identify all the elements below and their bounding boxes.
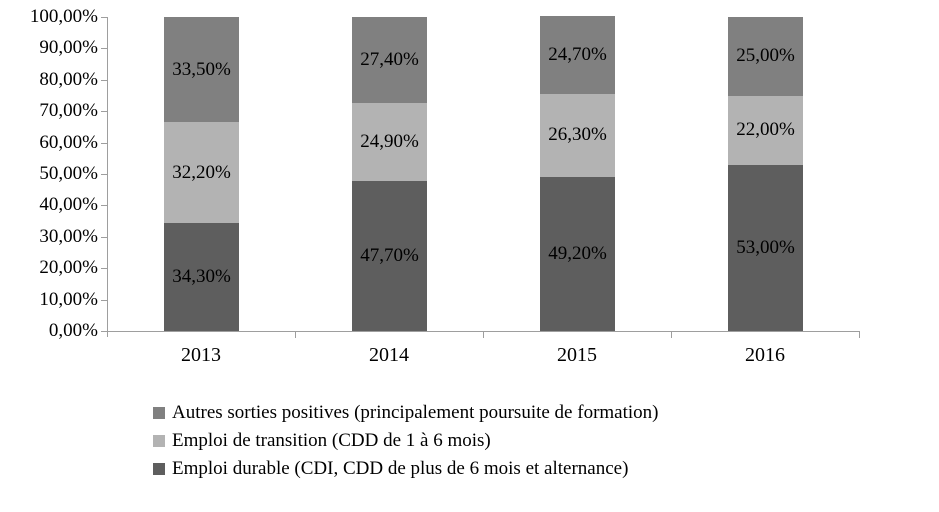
x-axis-category-label: 2016 bbox=[745, 344, 785, 366]
y-axis-tick-label: 50,00% bbox=[39, 163, 98, 184]
y-axis-tick bbox=[101, 268, 107, 269]
legend-row: Autres sorties positives (principalement… bbox=[153, 399, 659, 427]
bar-data-label: 26,30% bbox=[548, 124, 607, 146]
legend-swatch-icon bbox=[153, 407, 165, 419]
y-axis-tick bbox=[101, 80, 107, 81]
bar-data-label: 53,00% bbox=[736, 236, 795, 258]
x-axis-tick bbox=[483, 332, 484, 338]
bar-segment: 49,20% bbox=[540, 176, 615, 331]
legend-swatch-icon bbox=[153, 463, 165, 475]
bar-segment: 24,90% bbox=[352, 103, 427, 182]
y-axis-tick-label: 0,00% bbox=[48, 320, 98, 341]
bar-segment: 53,00% bbox=[728, 164, 803, 331]
x-axis-tick bbox=[671, 332, 672, 338]
bar-segment: 26,30% bbox=[540, 93, 615, 177]
y-axis-tick bbox=[101, 143, 107, 144]
x-axis-category-label: 2014 bbox=[369, 344, 409, 366]
legend-row: Emploi durable (CDI, CDD de plus de 6 mo… bbox=[153, 455, 659, 483]
bar-data-label: 22,00% bbox=[736, 119, 795, 141]
legend-label: Emploi durable (CDI, CDD de plus de 6 mo… bbox=[172, 458, 629, 479]
y-axis-tick-label: 40,00% bbox=[39, 194, 98, 215]
x-axis-category-label: 2013 bbox=[181, 344, 221, 366]
legend-row: Emploi de transition (CDD de 1 à 6 mois) bbox=[153, 427, 659, 455]
y-axis-tick bbox=[101, 48, 107, 49]
bar-segment: 32,20% bbox=[164, 122, 239, 224]
x-axis-tick bbox=[295, 332, 296, 338]
bar-segment: 25,00% bbox=[728, 17, 803, 96]
legend-label: Autres sorties positives (principalement… bbox=[172, 402, 659, 423]
y-axis-line bbox=[107, 17, 108, 337]
bar-data-label: 47,70% bbox=[360, 245, 419, 267]
bar-data-label: 49,20% bbox=[548, 242, 607, 264]
bar-segment: 22,00% bbox=[728, 95, 803, 165]
y-axis-tick bbox=[101, 205, 107, 206]
bar-segment: 33,50% bbox=[164, 17, 239, 123]
y-axis-tick bbox=[101, 331, 107, 332]
y-axis-tick-label: 10,00% bbox=[39, 289, 98, 310]
bar-data-label: 25,00% bbox=[736, 45, 795, 67]
bar-segment: 34,30% bbox=[164, 223, 239, 331]
x-axis-category-label: 2015 bbox=[557, 344, 597, 366]
y-axis-tick bbox=[101, 300, 107, 301]
y-axis-tick bbox=[101, 111, 107, 112]
bar-data-label: 27,40% bbox=[360, 49, 419, 71]
y-axis-tick bbox=[101, 237, 107, 238]
legend-swatch-icon bbox=[153, 435, 165, 447]
y-axis-tick-label: 30,00% bbox=[39, 226, 98, 247]
y-axis-tick-label: 100,00% bbox=[29, 6, 98, 27]
legend-label: Emploi de transition (CDD de 1 à 6 mois) bbox=[172, 430, 491, 451]
x-axis-tick bbox=[859, 332, 860, 338]
bar-segment: 27,40% bbox=[352, 17, 427, 104]
y-axis-tick-label: 20,00% bbox=[39, 257, 98, 278]
y-axis-tick-label: 70,00% bbox=[39, 100, 98, 121]
y-axis-tick-label: 90,00% bbox=[39, 37, 98, 58]
bar-segment: 47,70% bbox=[352, 181, 427, 331]
chart-legend: Autres sorties positives (principalement… bbox=[153, 399, 659, 483]
y-axis-tick bbox=[101, 17, 107, 18]
bar-data-label: 24,70% bbox=[548, 44, 607, 66]
bar-data-label: 24,90% bbox=[360, 131, 419, 153]
y-axis-tick bbox=[101, 174, 107, 175]
bar-data-label: 34,30% bbox=[172, 266, 231, 288]
bar-segment: 24,70% bbox=[540, 16, 615, 94]
y-axis-tick-label: 80,00% bbox=[39, 69, 98, 90]
x-axis-line bbox=[107, 331, 860, 332]
y-axis-tick-label: 60,00% bbox=[39, 132, 98, 153]
bar-data-label: 32,20% bbox=[172, 161, 231, 183]
bar-data-label: 33,50% bbox=[172, 58, 231, 80]
